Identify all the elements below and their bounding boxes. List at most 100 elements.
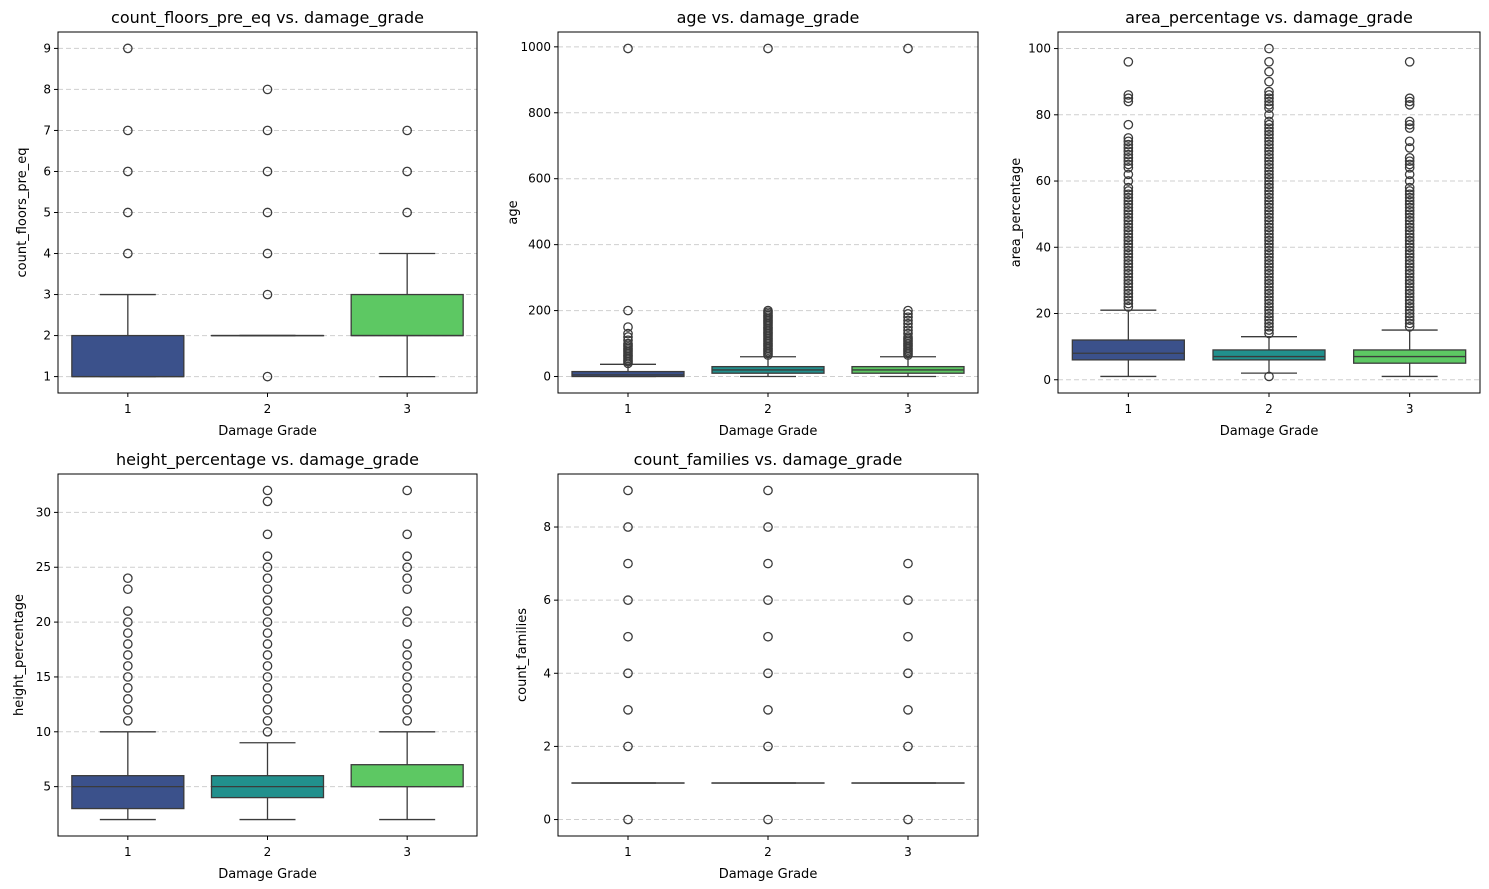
outlier-point bbox=[623, 335, 633, 346]
y-tick-label: 400 bbox=[528, 238, 551, 252]
outlier-point bbox=[1123, 159, 1134, 170]
outlier-point bbox=[1264, 325, 1274, 335]
outlier-point bbox=[1404, 225, 1415, 236]
outlier-point bbox=[1404, 262, 1415, 272]
outlier-point bbox=[763, 631, 773, 642]
outlier-point bbox=[1404, 156, 1415, 167]
x-axis-label: Damage Grade bbox=[719, 867, 818, 882]
outlier-point bbox=[1264, 139, 1274, 150]
outlier-point bbox=[262, 617, 273, 627]
outlier-point bbox=[1264, 235, 1274, 246]
outlier-point bbox=[1123, 239, 1134, 249]
y-axis-label: count_floors_pre_eq bbox=[15, 148, 30, 278]
outlier-point bbox=[1123, 93, 1134, 104]
outlier-point bbox=[623, 485, 633, 496]
outlier-point bbox=[122, 628, 133, 638]
outlier-point bbox=[1123, 212, 1134, 223]
outlier-point bbox=[763, 741, 773, 752]
box-group-grade-3 bbox=[350, 125, 464, 378]
outlier-point bbox=[1123, 169, 1134, 180]
outlier-point bbox=[402, 650, 413, 660]
outlier-point bbox=[1264, 252, 1274, 263]
y-tick-label: 2 bbox=[543, 739, 551, 753]
outlier-point bbox=[1404, 169, 1415, 180]
outlier-point bbox=[262, 661, 273, 671]
outlier-point bbox=[1123, 149, 1134, 160]
outlier-point bbox=[903, 741, 913, 752]
x-tick-label: 1 bbox=[624, 402, 632, 416]
chart-title: age vs. damage_grade bbox=[677, 8, 860, 28]
outlier-point bbox=[1123, 249, 1134, 259]
outlier-point bbox=[1264, 156, 1274, 167]
outlier-point bbox=[1404, 192, 1415, 203]
x-axis-label: Damage Grade bbox=[1220, 424, 1319, 439]
y-tick-label: 0 bbox=[543, 370, 551, 384]
outlier-point bbox=[262, 606, 273, 616]
outlier-point bbox=[623, 704, 633, 715]
outlier-point bbox=[1123, 182, 1134, 193]
outlier-point bbox=[1404, 159, 1415, 170]
outlier-point bbox=[903, 704, 913, 715]
outlier-point bbox=[1264, 136, 1274, 147]
outlier-point bbox=[1123, 229, 1134, 239]
outlier-point bbox=[1264, 268, 1274, 279]
chart-title: count_families vs. damage_grade bbox=[634, 450, 903, 470]
outlier-point bbox=[1404, 252, 1415, 263]
y-tick-label: 4 bbox=[543, 666, 551, 680]
outlier-point bbox=[1264, 311, 1274, 322]
outlier-point bbox=[1123, 199, 1134, 210]
outlier-point bbox=[1264, 109, 1274, 120]
x-axis-label: Damage Grade bbox=[218, 424, 317, 439]
outlier-point bbox=[1264, 162, 1274, 173]
outlier-point bbox=[623, 332, 633, 342]
outlier-point bbox=[1404, 136, 1415, 147]
outlier-point bbox=[1264, 328, 1274, 339]
outlier-point bbox=[763, 43, 773, 54]
y-tick-label: 5 bbox=[43, 206, 51, 220]
box-group-grade-1 bbox=[71, 43, 185, 378]
outlier-point bbox=[402, 672, 413, 682]
outlier-point bbox=[1404, 321, 1415, 332]
outlier-point bbox=[1404, 119, 1415, 130]
y-tick-label: 9 bbox=[43, 41, 51, 55]
outlier-point bbox=[763, 814, 773, 825]
outlier-point bbox=[1264, 222, 1274, 233]
outlier-point bbox=[1404, 229, 1415, 239]
y-tick-label: 600 bbox=[528, 172, 551, 186]
outlier-point bbox=[1123, 162, 1134, 173]
outlier-point bbox=[1404, 315, 1415, 325]
x-tick-label: 1 bbox=[1125, 402, 1133, 416]
outlier-point bbox=[1404, 219, 1415, 229]
outlier-point bbox=[262, 628, 273, 638]
axes-frame bbox=[557, 473, 979, 837]
outlier-point bbox=[122, 694, 133, 704]
y-tick-label: 6 bbox=[543, 593, 551, 607]
y-tick-label: 10 bbox=[36, 725, 51, 739]
x-tick-label: 1 bbox=[124, 845, 132, 859]
outlier-point bbox=[1404, 212, 1415, 223]
y-tick-label: 4 bbox=[43, 247, 51, 261]
box-group-grade-2 bbox=[1212, 43, 1326, 382]
outlier-point bbox=[1404, 199, 1415, 210]
outlier-point bbox=[763, 522, 773, 532]
outlier-point bbox=[623, 595, 633, 606]
outlier-point bbox=[1404, 232, 1415, 243]
outlier-point bbox=[262, 496, 273, 507]
box-grade-1 bbox=[71, 775, 185, 810]
outlier-point bbox=[1123, 298, 1134, 309]
x-tick-label: 2 bbox=[764, 402, 772, 416]
x-tick-label: 3 bbox=[904, 402, 912, 416]
outlier-point bbox=[1123, 186, 1134, 196]
outlier-point bbox=[1264, 232, 1274, 243]
outlier-point bbox=[402, 584, 413, 595]
outlier-point bbox=[1123, 252, 1134, 263]
outlier-point bbox=[1264, 56, 1274, 67]
outlier-point bbox=[903, 309, 913, 319]
outlier-point bbox=[1264, 202, 1274, 213]
outlier-point bbox=[1264, 172, 1274, 183]
outlier-point bbox=[1264, 302, 1274, 312]
outlier-point bbox=[262, 485, 273, 496]
outlier-point bbox=[262, 371, 273, 382]
box-group-grade-1 bbox=[571, 43, 685, 378]
outlier-point bbox=[623, 328, 633, 339]
